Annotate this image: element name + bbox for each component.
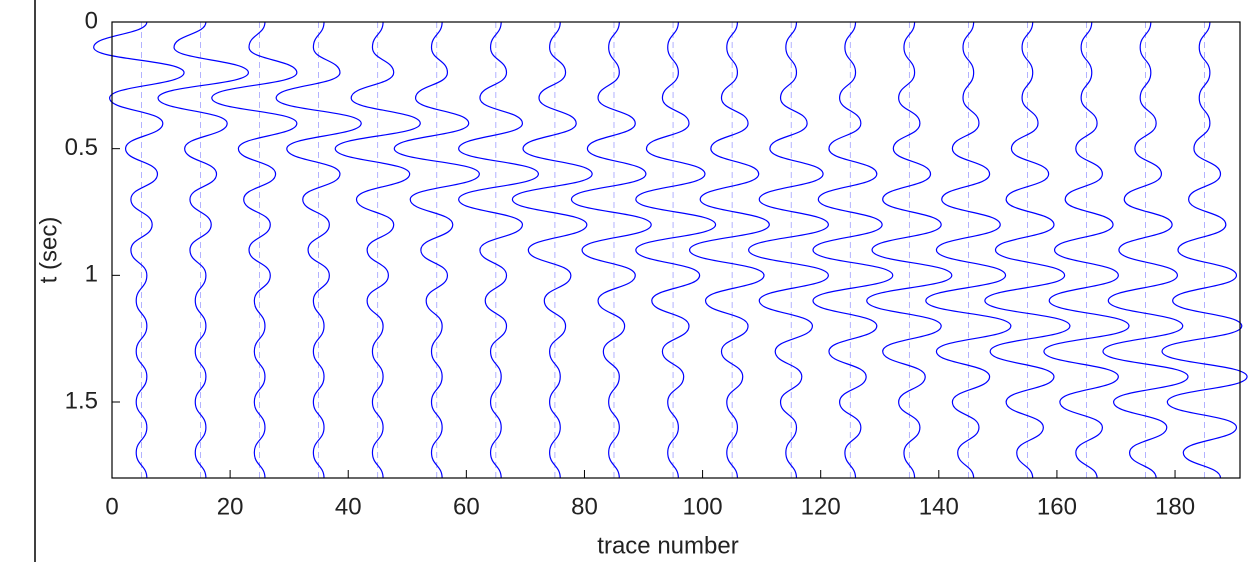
x-tick-label: 60 [453, 493, 480, 520]
trace [157, 21, 250, 479]
y-tick-label: 1 [85, 261, 98, 288]
y-tick-label: 1.5 [65, 387, 98, 414]
x-tick-label: 20 [217, 493, 244, 520]
trace [984, 21, 1071, 479]
x-tick-label: 140 [919, 493, 959, 520]
trace [93, 21, 185, 479]
trace [1161, 21, 1248, 479]
trace [393, 21, 480, 479]
trace [458, 21, 539, 479]
x-tick-label: 120 [801, 493, 841, 520]
plot-area [112, 22, 1240, 478]
trace [511, 21, 593, 479]
trace [1043, 21, 1130, 479]
x-axis-label: trace number [597, 532, 738, 559]
x-tick-label: 80 [571, 493, 598, 520]
trace [635, 21, 717, 479]
trace [211, 21, 298, 479]
trace [275, 21, 362, 479]
trace [812, 21, 894, 479]
trace [334, 21, 421, 479]
x-tick-label: 180 [1155, 493, 1195, 520]
trace [748, 21, 829, 479]
trace [688, 21, 770, 479]
y-tick-label: 0.5 [65, 134, 98, 161]
y-tick-label: 0 [85, 7, 98, 34]
x-tick-label: 0 [105, 493, 118, 520]
trace [570, 21, 652, 479]
x-tick-label: 40 [335, 493, 362, 520]
trace [1102, 21, 1189, 479]
trace [925, 21, 1012, 479]
trace [866, 21, 953, 479]
y-axis-label: t (sec) [35, 217, 62, 284]
plot-frame [111, 21, 1241, 479]
x-tick-label: 100 [683, 493, 723, 520]
x-tick-label: 160 [1037, 493, 1077, 520]
